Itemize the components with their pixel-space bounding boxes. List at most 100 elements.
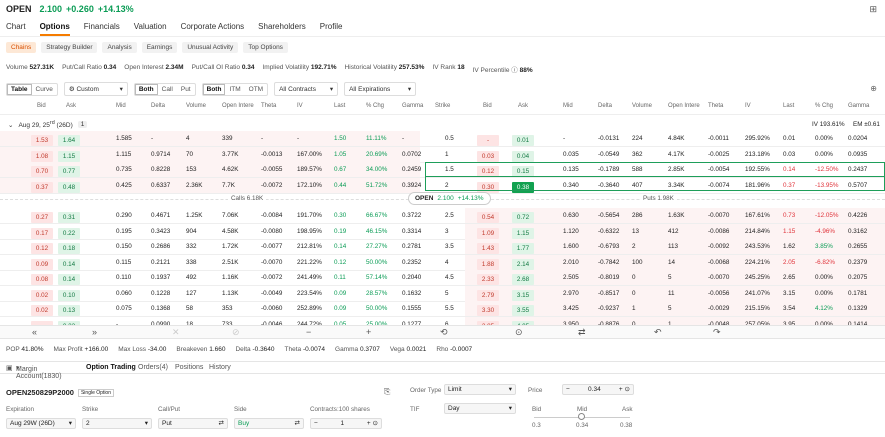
type-call-button[interactable]: Call	[161, 85, 173, 93]
call-bid-cell[interactable]: 0.37	[31, 181, 53, 193]
call-ask-cell[interactable]: 0.77	[58, 166, 80, 177]
option-chain-row[interactable]: 1.53 1.64 1.585 - 4 339 - - 1.50 11.11% - 0.5 - 0.01 -…	[0, 131, 885, 146]
call-ask-cell[interactable]: 0.10	[58, 289, 80, 301]
call-bid-cell[interactable]: 0.27	[31, 212, 53, 223]
close-icon[interactable]: ✕	[172, 327, 180, 337]
call-ask-cell[interactable]: 0.13	[58, 305, 80, 316]
call-ask-cell[interactable]: 0.18	[58, 243, 80, 254]
subtab-strategy-builder[interactable]: Strategy Builder	[41, 42, 98, 53]
put-bid-cell[interactable]: 2.79	[477, 289, 499, 301]
custom-columns-select[interactable]: ⚙ Custom ▾	[63, 82, 128, 96]
call-bid-cell[interactable]: 0.08	[31, 274, 53, 285]
put-bid-cell[interactable]: 2.33	[477, 274, 499, 285]
tab-options[interactable]: Options	[39, 22, 70, 36]
expirations-select[interactable]: All Expirations ▾	[344, 82, 417, 96]
put-ask-cell[interactable]: 0.15	[512, 166, 534, 177]
option-chain-row[interactable]: 0.08 0.14 0.110 0.1937 492 1.16K -0.0072 241.49…	[0, 270, 885, 285]
put-ask-cell[interactable]: 2.68	[512, 274, 534, 285]
subtab-analysis[interactable]: Analysis	[102, 42, 137, 53]
subtab-chains[interactable]: Chains	[6, 42, 37, 53]
contracts-select[interactable]: All Contracts ▾	[274, 82, 339, 96]
put-ask-cell[interactable]: 1.15	[512, 227, 534, 239]
call-bid-cell[interactable]: 0.09	[31, 258, 53, 270]
option-chain-row[interactable]: 0.02 0.10 0.060 0.1228 127 1.13K -0.0049 223.54…	[0, 285, 885, 301]
account-selector[interactable]: Margin Account(1830) ▾	[16, 365, 62, 380]
put-bid-cell[interactable]: 0.12	[477, 166, 499, 177]
tab-valuation[interactable]: Valuation	[133, 22, 167, 31]
tab-option-trading[interactable]: Option Trading	[86, 364, 136, 371]
call-ask-cell[interactable]: 0.22	[58, 227, 80, 239]
type-put-button[interactable]: Put	[180, 85, 191, 93]
info-icon[interactable]: ⓘ	[511, 67, 518, 74]
tab-positions[interactable]: Positions	[175, 364, 204, 371]
tab-orders[interactable]: Orders(4)	[138, 364, 168, 371]
option-chain-row[interactable]: 0.70 0.77 0.735 0.8228 153 4.62K -0.0055 189.57…	[0, 162, 885, 177]
minus-icon[interactable]: −	[306, 327, 312, 337]
money-itm-button[interactable]: ITM	[229, 85, 241, 93]
tab-profile[interactable]: Profile	[319, 22, 343, 31]
tab-chart[interactable]: Chart	[6, 22, 26, 31]
side-select[interactable]: Buy ⇄	[234, 418, 304, 429]
expiry-group-header[interactable]: ⌄ Aug 29, 25rd (26D) 1	[8, 120, 88, 129]
put-ask-cell[interactable]: 3.55	[512, 305, 534, 316]
swap-icon[interactable]: ⇄	[578, 327, 586, 337]
put-bid-cell[interactable]: 0.03	[477, 150, 499, 162]
redo-icon[interactable]: ↷	[713, 327, 721, 337]
tif-select[interactable]: Day ▾	[444, 403, 516, 414]
put-bid-cell[interactable]: 1.43	[477, 243, 499, 254]
call-ask-cell[interactable]: 0.31	[58, 212, 80, 223]
settings-icon[interactable]: ⊕	[870, 84, 877, 93]
put-ask-cell[interactable]: 2.14	[512, 258, 534, 270]
tab-shareholders[interactable]: Shareholders	[258, 22, 306, 31]
put-bid-cell[interactable]: 3.30	[477, 305, 499, 316]
callput-select[interactable]: Put ⇄	[158, 418, 228, 429]
tab-corporate-actions[interactable]: Corporate Actions	[180, 22, 245, 31]
put-ask-cell[interactable]: 0.01	[512, 135, 534, 146]
contracts-stepper[interactable]: −1 + ⊙	[310, 418, 382, 429]
price-slider-handle[interactable]	[578, 413, 585, 420]
subtab-earnings[interactable]: Earnings	[141, 42, 178, 53]
subtab-unusual-activity[interactable]: Unusual Activity	[182, 42, 239, 53]
view-curve-button[interactable]: Curve	[35, 85, 53, 93]
call-ask-cell[interactable]: 1.64	[58, 135, 80, 146]
price-stepper[interactable]: −0.34 + ⊙	[562, 384, 634, 395]
type-both-button[interactable]: Both	[134, 83, 158, 95]
call-bid-cell[interactable]: 0.12	[31, 243, 53, 254]
put-ask-cell[interactable]: 0.04	[512, 150, 534, 162]
put-ask-cell[interactable]: 1.77	[512, 243, 534, 254]
undo-icon[interactable]: ↶	[654, 327, 662, 337]
tab-history[interactable]: History	[209, 364, 231, 371]
subtab-top-options[interactable]: Top Options	[243, 42, 288, 53]
call-bid-cell[interactable]: 0.02	[31, 289, 53, 301]
put-bid-cell[interactable]: 0.54	[477, 212, 499, 223]
clipboard-icon[interactable]: ⎘	[384, 387, 391, 396]
put-ask-cell[interactable]: 3.15	[512, 289, 534, 301]
option-chain-row[interactable]: 0.12 0.18 0.150 0.2686 332 1.72K -0.0077 212.81…	[0, 239, 885, 254]
call-ask-cell[interactable]: 0.14	[58, 258, 80, 270]
put-bid-cell[interactable]: 1.09	[477, 227, 499, 239]
call-ask-cell[interactable]: 0.14	[58, 274, 80, 285]
put-bid-cell[interactable]: 0.30	[477, 181, 499, 193]
refresh-icon[interactable]: ⟲	[440, 327, 448, 337]
put-ask-cell[interactable]: 0.72	[512, 212, 534, 223]
link-icon[interactable]: ⊘	[232, 327, 240, 337]
option-chain-row[interactable]: 0.02 0.13 0.075 0.1368 58 353 -0.0060 252.89% 0.…	[0, 301, 885, 316]
call-ask-cell[interactable]: 1.15	[58, 150, 80, 162]
call-bid-cell[interactable]: 0.02	[31, 305, 53, 316]
put-ask-cell[interactable]: 0.38	[512, 181, 534, 193]
first-page-icon[interactable]: «	[32, 327, 38, 337]
option-chain-row[interactable]: 0.09 0.14 0.115 0.2121 338 2.51K -0.0070 221.22…	[0, 254, 885, 270]
option-chain-row[interactable]: 0.37 0.48 0.425 0.6337 2.36K 7.7K -0.0072 172.1…	[0, 177, 885, 193]
call-bid-cell[interactable]: 0.17	[31, 227, 53, 239]
view-table-button[interactable]: Table	[7, 83, 32, 95]
call-bid-cell[interactable]: 1.53	[31, 135, 53, 146]
last-page-icon[interactable]: »	[92, 327, 98, 337]
reset-icon[interactable]: ⊙	[515, 327, 523, 337]
expand-icon[interactable]: ⊞	[869, 4, 877, 14]
call-ask-cell[interactable]: 0.48	[58, 181, 80, 193]
money-otm-button[interactable]: OTM	[248, 85, 264, 93]
money-both-button[interactable]: Both	[202, 83, 226, 95]
order-type-select[interactable]: Limit ▾	[444, 384, 516, 395]
call-bid-cell[interactable]: 1.08	[31, 150, 53, 162]
expiration-select[interactable]: Aug 29W (26D) ▾	[6, 418, 76, 429]
